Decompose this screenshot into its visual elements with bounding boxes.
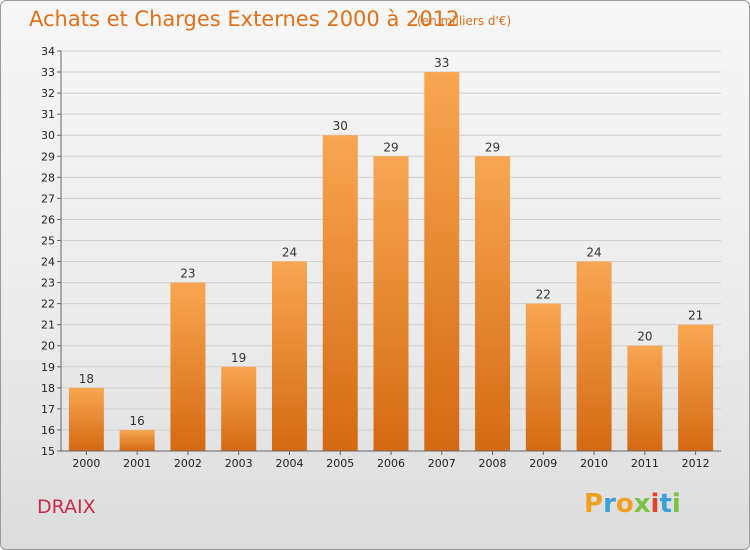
y-tick-label: 33 bbox=[41, 66, 55, 79]
data-label: 23 bbox=[180, 267, 195, 281]
y-tick-label: 19 bbox=[41, 361, 55, 374]
data-label: 29 bbox=[485, 140, 500, 154]
bar bbox=[221, 366, 257, 451]
x-tick-label: 2005 bbox=[326, 457, 354, 470]
bars: 18 16 23 19 24 30 29 33 29 22 24 20 21 bbox=[68, 56, 714, 452]
y-tick-label: 28 bbox=[41, 171, 55, 184]
logo-letter: o bbox=[615, 489, 634, 519]
bar bbox=[271, 261, 307, 451]
x-tick-label: 2008 bbox=[479, 457, 507, 470]
bar bbox=[424, 72, 460, 451]
data-label: 24 bbox=[282, 246, 297, 260]
y-tick-label: 16 bbox=[41, 424, 55, 437]
bar bbox=[627, 345, 663, 451]
data-label: 24 bbox=[586, 246, 601, 260]
y-tick-label: 26 bbox=[41, 213, 55, 226]
x-tick-label: 2011 bbox=[631, 457, 659, 470]
y-tick-label: 31 bbox=[41, 108, 55, 121]
data-label: 20 bbox=[637, 330, 652, 344]
commune-name: DRAIX bbox=[37, 496, 96, 518]
x-tick-label: 2000 bbox=[72, 457, 100, 470]
y-tick-label: 32 bbox=[41, 87, 55, 100]
bar bbox=[322, 135, 358, 452]
y-tick-label: 27 bbox=[41, 192, 55, 205]
data-label: 33 bbox=[434, 56, 449, 70]
bar bbox=[576, 261, 612, 451]
y-tick-label: 18 bbox=[41, 382, 55, 395]
x-tick-label: 2003 bbox=[225, 457, 253, 470]
data-label: 16 bbox=[130, 414, 145, 428]
logo-letter: P bbox=[584, 489, 604, 519]
x-tick-label: 2004 bbox=[275, 457, 303, 470]
y-axis: 15 16 17 18 19 20 21 22 23 24 25 26 27 28 29 30 31 32 33 34 bbox=[41, 45, 62, 458]
y-tick-label: 22 bbox=[41, 298, 55, 311]
y-tick-label: 20 bbox=[41, 340, 55, 353]
logo-letter: t bbox=[659, 489, 672, 519]
data-label: 29 bbox=[383, 140, 398, 154]
x-tick-label: 2009 bbox=[529, 457, 557, 470]
x-tick-label: 2007 bbox=[428, 457, 456, 470]
proxiti-logo[interactable]: Proxiti bbox=[584, 489, 681, 519]
x-tick-label: 2010 bbox=[580, 457, 608, 470]
bar bbox=[68, 387, 104, 451]
logo-letter: x bbox=[633, 489, 651, 519]
y-tick-label: 25 bbox=[41, 234, 55, 247]
y-tick-label: 29 bbox=[41, 150, 55, 163]
y-tick-label: 34 bbox=[41, 45, 55, 58]
x-tick-label: 2012 bbox=[682, 457, 710, 470]
y-tick-label: 17 bbox=[41, 403, 55, 416]
data-label: 30 bbox=[333, 119, 348, 133]
y-tick-label: 24 bbox=[41, 256, 55, 269]
bar bbox=[170, 282, 206, 451]
data-label: 18 bbox=[79, 372, 94, 386]
y-tick-label: 30 bbox=[41, 129, 55, 142]
x-axis: 2000 2001 2002 2003 2004 2005 2006 2007 2008 2009… bbox=[61, 450, 721, 470]
logo-letter: r bbox=[603, 489, 616, 519]
x-tick-label: 2002 bbox=[174, 457, 202, 470]
bar bbox=[119, 429, 155, 451]
x-tick-label: 2006 bbox=[377, 457, 405, 470]
y-tick-label: 15 bbox=[41, 445, 55, 458]
data-label: 19 bbox=[231, 351, 246, 365]
y-tick-label: 21 bbox=[41, 319, 55, 332]
logo-letter: i bbox=[671, 489, 681, 519]
data-label: 21 bbox=[688, 309, 703, 323]
x-tick-label: 2001 bbox=[123, 457, 151, 470]
data-label: 22 bbox=[536, 288, 551, 302]
bar bbox=[525, 303, 561, 451]
bar bbox=[373, 156, 409, 451]
y-tick-label: 23 bbox=[41, 277, 55, 290]
bar bbox=[475, 156, 511, 451]
logo-letter: i bbox=[650, 489, 660, 519]
chart-title: Achats et Charges Externes 2000 à 2012 bbox=[29, 7, 460, 31]
bar bbox=[678, 324, 714, 451]
chart-subtitle: (en milliers d'€) bbox=[417, 14, 512, 28]
